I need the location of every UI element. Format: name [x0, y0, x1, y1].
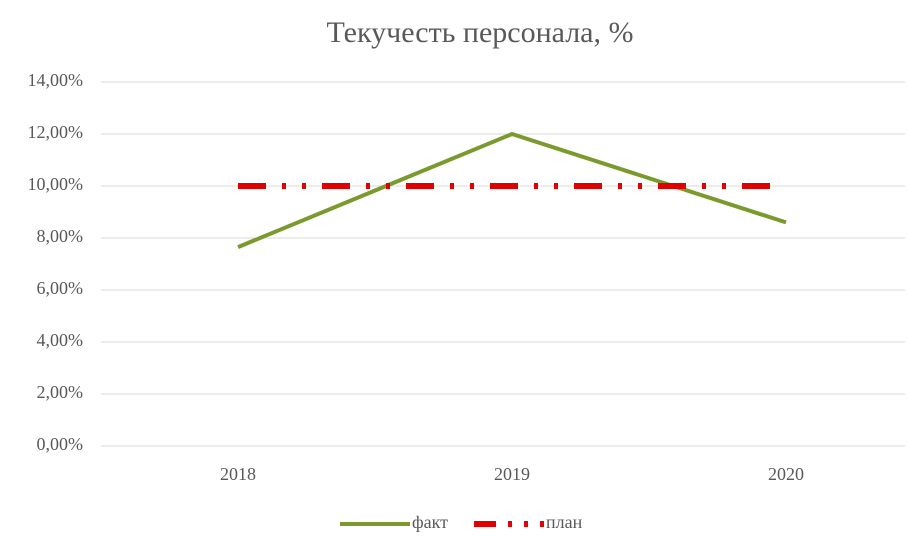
legend-label: план: [546, 512, 583, 532]
series-line: [237, 132, 787, 249]
x-tick-label: 2020: [768, 464, 804, 484]
y-tick-label: 0,00%: [37, 434, 84, 454]
y-tick-label: 2,00%: [37, 382, 84, 402]
legend-label: факт: [412, 512, 448, 532]
x-tick-label: 2018: [220, 464, 256, 484]
y-tick-label: 4,00%: [37, 330, 84, 350]
y-tick-label: 12,00%: [28, 122, 84, 142]
y-tick-label: 6,00%: [37, 278, 84, 298]
y-tick-label: 10,00%: [28, 174, 84, 194]
chart-title: Текучесть персонала, %: [326, 16, 633, 49]
y-tick-label: 8,00%: [37, 226, 84, 246]
y-tick-label: 14,00%: [28, 70, 84, 90]
x-tick-label: 2019: [494, 464, 530, 484]
